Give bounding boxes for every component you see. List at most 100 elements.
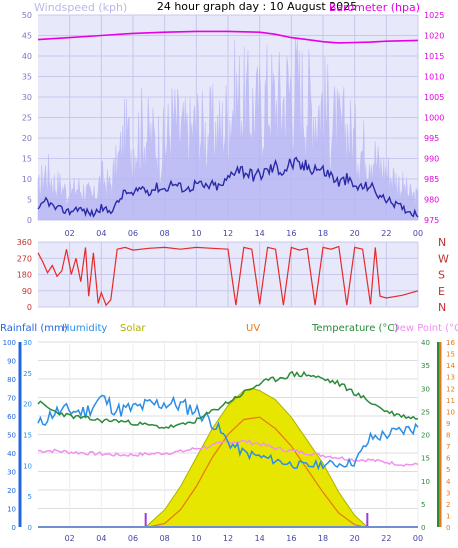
uv-tick-label: 10 bbox=[446, 408, 455, 416]
rain-tick-label: 70 bbox=[7, 395, 16, 403]
uv-tick-label: 0 bbox=[446, 524, 450, 532]
bottom-x-tick-label: 12 bbox=[223, 534, 233, 543]
temperature-tick-label: 25 bbox=[421, 408, 430, 416]
windspeed-tick-label: 25 bbox=[22, 114, 32, 123]
legend-label: Rainfall (mm) bbox=[0, 323, 68, 334]
uv-tick-label: 8 bbox=[446, 432, 450, 440]
temperature-tick-label: 35 bbox=[421, 362, 430, 370]
compass-label: N bbox=[438, 301, 446, 314]
chart-title: 24 hour graph day : 10 August 2025 bbox=[157, 0, 357, 13]
windspeed-tick-label: 45 bbox=[22, 32, 32, 41]
direction-tick-label: 360 bbox=[17, 238, 32, 247]
temperature-tick-label: 10 bbox=[421, 478, 430, 486]
bottom-x-tick-label: 00 bbox=[413, 534, 423, 543]
direction-tick-label: 0 bbox=[27, 303, 32, 312]
legend-label: UV bbox=[246, 323, 260, 334]
barometer-tick-label: 1020 bbox=[424, 32, 444, 41]
windspeed-tick-label: 5 bbox=[27, 196, 32, 205]
windspeed-tick-label: 40 bbox=[22, 52, 32, 61]
humidity-tick-label: 0 bbox=[28, 524, 32, 532]
rain-tick-label: 30 bbox=[7, 469, 16, 477]
uv-tick-label: 1 bbox=[446, 512, 450, 520]
compass-label: E bbox=[438, 285, 445, 298]
rain-tick-label: 0 bbox=[12, 524, 16, 532]
temperature-series bbox=[37, 370, 418, 429]
barometer-tick-label: 990 bbox=[424, 155, 439, 164]
wind-x-tick-label: 06 bbox=[128, 229, 138, 238]
bottom-x-tick-label: 04 bbox=[96, 534, 106, 543]
wind-x-tick-label: 00 bbox=[413, 229, 423, 238]
windspeed-axis-label: Windspeed (kph) bbox=[34, 1, 127, 14]
legend-label: Humidity bbox=[62, 323, 107, 334]
rain-tick-label: 100 bbox=[3, 339, 16, 347]
temperature-tick-label: 0 bbox=[421, 524, 425, 532]
windspeed-tick-label: 35 bbox=[22, 73, 32, 82]
humidity-series bbox=[37, 394, 419, 471]
wind-x-tick-label: 02 bbox=[65, 229, 75, 238]
rain-tick-label: 50 bbox=[7, 432, 16, 440]
uv-tick-label: 2 bbox=[446, 501, 450, 509]
uv-series bbox=[148, 416, 365, 528]
direction-tick-label: 180 bbox=[17, 271, 32, 280]
wind-x-tick-label: 16 bbox=[286, 229, 296, 238]
rain-tick-label: 80 bbox=[7, 376, 16, 384]
temperature-tick-label: 30 bbox=[421, 385, 430, 393]
barometer-tick-label: 980 bbox=[424, 196, 439, 205]
wind-direction-series bbox=[37, 245, 419, 307]
wind-x-tick-label: 04 bbox=[96, 229, 106, 238]
uv-tick-label: 16 bbox=[446, 339, 455, 347]
windspeed-tick-label: 0 bbox=[27, 216, 32, 225]
uv-tick-label: 11 bbox=[446, 397, 455, 405]
barometer-axis-label: Barometer (hpa) bbox=[329, 1, 420, 14]
direction-tick-label: 270 bbox=[17, 254, 32, 263]
wind-x-tick-label: 10 bbox=[191, 229, 201, 238]
uv-tick-label: 6 bbox=[446, 455, 451, 463]
bottom-x-tick-label: 02 bbox=[65, 534, 75, 543]
barometer-tick-label: 1025 bbox=[424, 11, 444, 20]
windspeed-tick-label: 30 bbox=[22, 93, 32, 102]
rain-tick-label: 60 bbox=[7, 413, 16, 421]
legend-label: Dew Point (°C) bbox=[392, 323, 458, 334]
rain-tick-label: 10 bbox=[7, 506, 16, 514]
temperature-tick-label: 15 bbox=[421, 455, 430, 463]
barometer-tick-label: 1015 bbox=[424, 52, 444, 61]
uv-tick-label: 5 bbox=[446, 466, 450, 474]
wind-x-tick-label: 14 bbox=[255, 229, 265, 238]
wind-x-tick-label: 22 bbox=[381, 229, 391, 238]
barometer-tick-label: 1000 bbox=[424, 114, 444, 123]
windspeed-series bbox=[37, 156, 419, 218]
windspeed-tick-label: 50 bbox=[22, 11, 32, 20]
compass-label: S bbox=[438, 269, 445, 282]
humidity-tick-label: 20 bbox=[23, 401, 32, 409]
temperature-tick-label: 5 bbox=[421, 501, 425, 509]
bottom-x-tick-label: 10 bbox=[191, 534, 201, 543]
wind-x-tick-label: 08 bbox=[160, 229, 170, 238]
barometer-tick-label: 985 bbox=[424, 175, 439, 184]
humidity-tick-label: 15 bbox=[23, 432, 32, 440]
uv-tick-label: 4 bbox=[446, 478, 451, 486]
bottom-x-tick-label: 14 bbox=[255, 534, 265, 543]
temperature-tick-label: 20 bbox=[421, 432, 430, 440]
uv-tick-label: 9 bbox=[446, 420, 450, 428]
uv-tick-label: 13 bbox=[446, 374, 455, 382]
compass-label: W bbox=[438, 252, 449, 265]
bottom-x-tick-label: 20 bbox=[350, 534, 360, 543]
barometer-tick-label: 995 bbox=[424, 134, 439, 143]
windspeed-tick-label: 20 bbox=[22, 134, 32, 143]
wind-x-tick-label: 18 bbox=[318, 229, 328, 238]
uv-tick-label: 7 bbox=[446, 443, 450, 451]
barometer-tick-label: 1005 bbox=[424, 93, 444, 102]
temperature-tick-label: 40 bbox=[421, 339, 430, 347]
rain-tick-label: 90 bbox=[7, 358, 16, 366]
uv-tick-label: 3 bbox=[446, 489, 450, 497]
bottom-x-tick-label: 06 bbox=[128, 534, 138, 543]
bottom-x-tick-label: 22 bbox=[381, 534, 391, 543]
humidity-tick-label: 25 bbox=[23, 370, 32, 378]
legend-label: Solar bbox=[120, 323, 146, 334]
barometer-series bbox=[37, 30, 419, 44]
barometer-tick-label: 1010 bbox=[424, 73, 444, 82]
legend-label: Temperature (°C) bbox=[311, 323, 398, 334]
compass-label: N bbox=[438, 236, 446, 249]
